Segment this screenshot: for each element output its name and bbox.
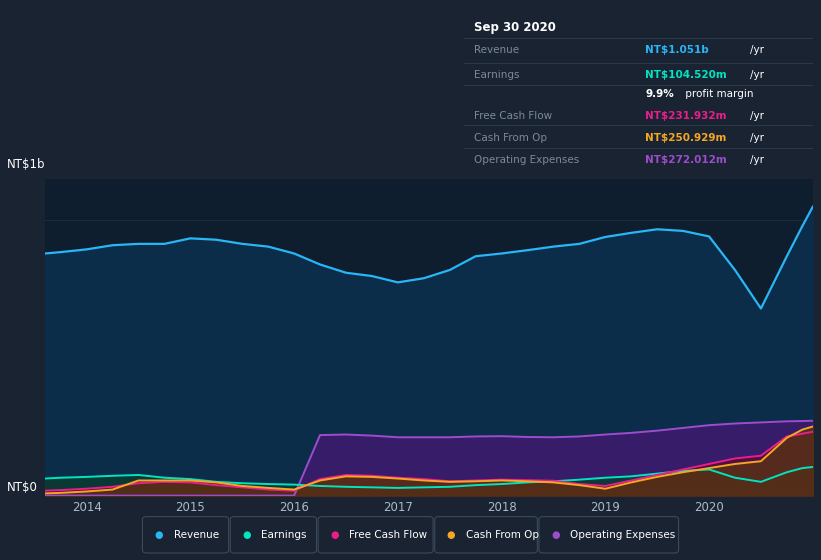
Text: Earnings: Earnings: [475, 70, 520, 80]
Text: ●: ●: [447, 530, 456, 540]
Text: Cash From Op: Cash From Op: [475, 133, 548, 143]
Text: profit margin: profit margin: [682, 89, 754, 99]
Text: Operating Expenses: Operating Expenses: [570, 530, 676, 540]
Text: ●: ●: [154, 530, 163, 540]
Text: NT$1b: NT$1b: [7, 158, 45, 171]
Text: Operating Expenses: Operating Expenses: [475, 156, 580, 165]
Text: NT$272.012m: NT$272.012m: [645, 156, 727, 165]
Text: /yr: /yr: [750, 45, 764, 55]
Text: Revenue: Revenue: [475, 45, 520, 55]
Text: ●: ●: [242, 530, 251, 540]
Text: /yr: /yr: [750, 133, 764, 143]
Text: /yr: /yr: [750, 111, 764, 121]
Text: NT$0: NT$0: [7, 481, 38, 494]
Text: /yr: /yr: [750, 156, 764, 165]
Text: Earnings: Earnings: [262, 530, 307, 540]
Text: Free Cash Flow: Free Cash Flow: [350, 530, 428, 540]
Text: ●: ●: [551, 530, 560, 540]
Text: /yr: /yr: [750, 70, 764, 80]
Text: 9.9%: 9.9%: [645, 89, 674, 99]
Text: Cash From Op: Cash From Op: [466, 530, 539, 540]
Text: NT$231.932m: NT$231.932m: [645, 111, 727, 121]
Text: NT$250.929m: NT$250.929m: [645, 133, 727, 143]
Text: NT$1.051b: NT$1.051b: [645, 45, 709, 55]
Text: ●: ●: [330, 530, 339, 540]
Text: Revenue: Revenue: [174, 530, 218, 540]
Text: NT$104.520m: NT$104.520m: [645, 70, 727, 80]
Text: Sep 30 2020: Sep 30 2020: [475, 21, 556, 35]
Text: Free Cash Flow: Free Cash Flow: [475, 111, 553, 121]
